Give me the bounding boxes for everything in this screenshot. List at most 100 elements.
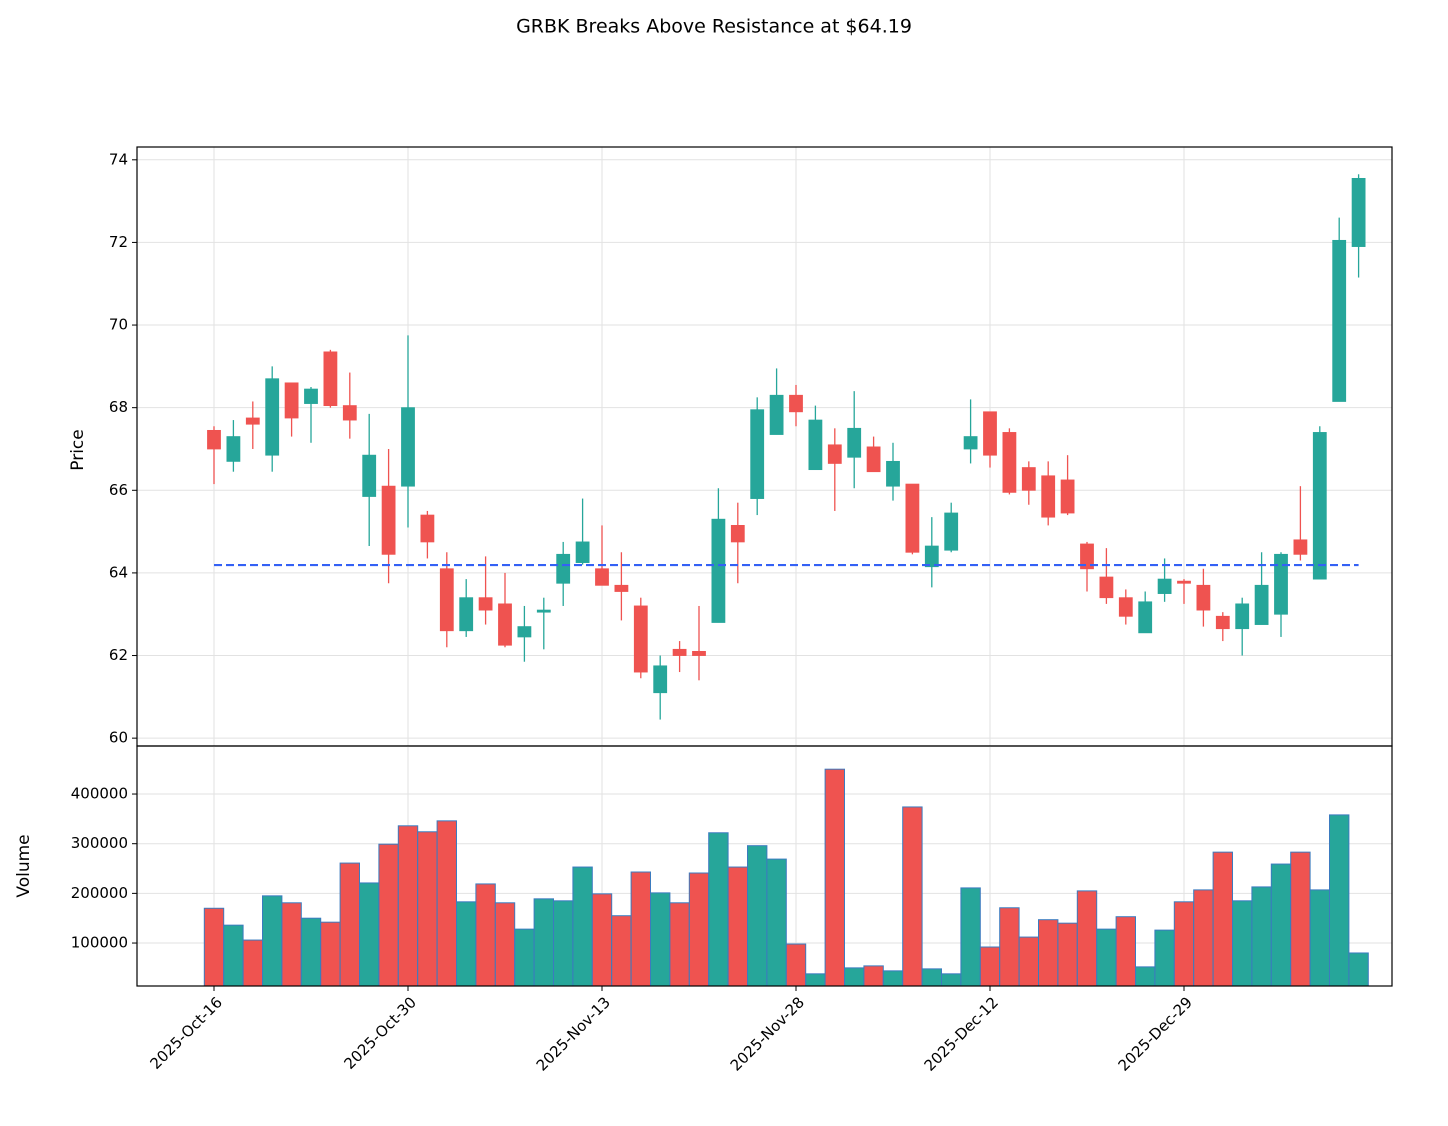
- volume-bar: [359, 882, 380, 987]
- y-tick-label: 70: [109, 316, 128, 334]
- y-tick-label: 72: [109, 233, 128, 251]
- volume-bar: [1096, 928, 1117, 987]
- candle-body: [769, 394, 784, 435]
- candle-body: [1002, 432, 1017, 493]
- candle-body: [614, 584, 629, 592]
- candle-body: [711, 518, 726, 623]
- volume-bar: [533, 898, 554, 987]
- volume-bar: [1309, 889, 1330, 987]
- volume-bar: [572, 866, 593, 987]
- candle-body: [653, 665, 668, 694]
- candle-body: [304, 388, 318, 404]
- volume-bar: [1270, 863, 1292, 987]
- y-tick-label: 60: [109, 729, 128, 747]
- volume-bar: [378, 843, 399, 987]
- y-tick-label: 74: [109, 150, 128, 168]
- candle-body: [207, 429, 221, 450]
- volume-bar: [1173, 901, 1195, 987]
- volume-bar: [494, 902, 516, 987]
- volume-bar: [1232, 900, 1253, 987]
- volume-bar: [1154, 929, 1175, 987]
- candle-body: [575, 541, 590, 563]
- candle-body: [226, 436, 241, 462]
- candle-body: [730, 525, 745, 543]
- candle-body: [1254, 584, 1269, 625]
- plot-frame: [136, 745, 1393, 987]
- volume-bar: [1018, 936, 1039, 987]
- volume-bar: [630, 871, 651, 987]
- volume-bar: [785, 943, 807, 987]
- volume-bar: [591, 893, 613, 987]
- candle-body: [478, 597, 493, 611]
- candle-body: [420, 514, 435, 543]
- candle-body: [1157, 578, 1172, 594]
- candle-body: [1351, 177, 1366, 247]
- candle-body: [1196, 584, 1211, 611]
- volume-bar: [747, 845, 768, 987]
- volume-bar: [824, 768, 845, 987]
- candle-body: [342, 405, 357, 421]
- candle-body: [633, 605, 648, 673]
- volume-bar: [708, 832, 729, 987]
- volume-bar: [766, 858, 787, 987]
- candle-body: [381, 485, 396, 555]
- volume-bar: [688, 872, 710, 987]
- volume-bar: [1329, 814, 1350, 987]
- volume-bar: [1076, 890, 1098, 987]
- candle-body: [498, 603, 512, 646]
- volume-bar: [941, 973, 962, 987]
- volume-bar: [320, 921, 341, 987]
- candle-body: [692, 650, 706, 656]
- candle-body: [536, 609, 551, 613]
- candle-body: [556, 553, 571, 584]
- candle-body: [1293, 539, 1308, 555]
- volume-bar: [727, 866, 748, 987]
- candle-body: [401, 407, 415, 487]
- candle-body: [1138, 601, 1153, 634]
- candle-body: [323, 351, 338, 407]
- candle-body: [1235, 603, 1250, 630]
- y-tick-label: 400000: [71, 785, 128, 803]
- y-tick-label: 62: [109, 646, 128, 664]
- volume-bar: [882, 970, 904, 987]
- candle-body: [1118, 597, 1133, 617]
- volume-bar: [417, 831, 438, 987]
- chart-title: GRBK Breaks Above Resistance at $64.19: [516, 16, 912, 38]
- candle-body: [1215, 615, 1230, 630]
- candle-body: [1274, 553, 1288, 615]
- candle-body: [245, 417, 260, 425]
- y-tick-label: 300000: [71, 834, 128, 852]
- candle-body: [439, 568, 454, 632]
- candle-body: [789, 394, 803, 413]
- candle-body: [265, 378, 280, 456]
- volume-bar: [1290, 851, 1311, 987]
- y-tick-label: 200000: [71, 884, 128, 902]
- y-tick-label: 64: [109, 563, 128, 581]
- volume-bar: [1057, 922, 1078, 987]
- volume-bar: [456, 901, 477, 987]
- volume-bar: [1038, 919, 1059, 987]
- volume-bar: [650, 892, 671, 987]
- candle-body: [847, 427, 862, 458]
- candle-body: [827, 444, 842, 464]
- candle-body: [866, 446, 881, 473]
- volume-bar: [1115, 916, 1136, 987]
- volume-bar: [553, 900, 574, 987]
- y-tick-label: 100000: [71, 934, 128, 952]
- volume-bar: [979, 946, 1001, 987]
- candle-body: [1099, 576, 1114, 599]
- candle-body: [983, 411, 997, 456]
- volume-bar: [921, 968, 942, 987]
- volume-bar: [397, 825, 419, 987]
- candle-body: [944, 512, 959, 551]
- candle-body: [1021, 467, 1036, 491]
- volume-bar: [902, 806, 923, 987]
- volume-bar: [844, 967, 865, 987]
- volume-bar: [242, 939, 264, 987]
- y-axis-label: Price: [68, 429, 88, 470]
- volume-bar: [339, 862, 361, 987]
- volume-bar: [999, 907, 1020, 987]
- candle-body: [750, 409, 765, 499]
- volume-bar: [960, 887, 981, 987]
